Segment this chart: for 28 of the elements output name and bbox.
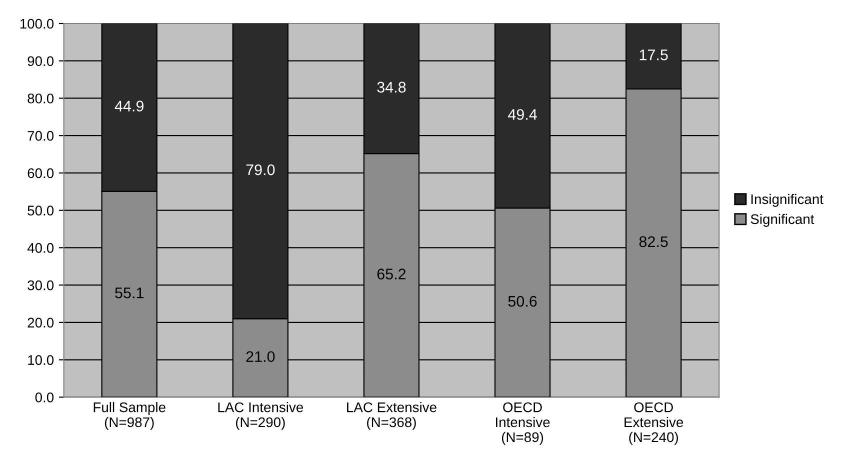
data-label: 55.1 (115, 288, 144, 298)
y-tick-label: 70.0 (28, 130, 54, 141)
x-tick-label: OECD Intensive (N=89) (496, 402, 550, 445)
x-tick-label: OECD Extensive (N=240) (624, 402, 684, 445)
y-tick-label: 100.0 (20, 18, 54, 29)
y-tick-label: 0.0 (35, 392, 54, 402)
x-tick-label: LAC Extensive (N=368) (347, 402, 436, 430)
x-tick-label: LAC Intensive (N=290) (218, 402, 304, 430)
data-label: 50.6 (508, 296, 537, 307)
y-tick-label: 60.0 (28, 168, 54, 178)
data-label: 17.5 (640, 50, 668, 60)
data-label: 21.0 (246, 351, 275, 362)
y-tick-label: 40.0 (27, 243, 54, 253)
data-label: 44.9 (114, 100, 144, 112)
legend-label: Significant (750, 214, 814, 227)
legend-label: Insignificant (751, 194, 824, 207)
y-tick-label: 10.0 (28, 355, 54, 365)
y-tick-label: 80.0 (28, 94, 54, 104)
data-label: 49.4 (508, 109, 537, 120)
data-label: 79.0 (246, 164, 275, 176)
y-tick-label: 20.0 (28, 318, 54, 328)
y-tick-label: 50.0 (28, 206, 54, 216)
data-label: 34.8 (377, 82, 406, 93)
x-tick-label: Full Sample (N=987) (94, 402, 166, 430)
y-tick-label: 30.0 (28, 280, 54, 290)
data-label: 65.2 (377, 268, 406, 280)
data-label: 82.5 (639, 236, 668, 248)
y-tick-label: 90.0 (28, 56, 54, 66)
